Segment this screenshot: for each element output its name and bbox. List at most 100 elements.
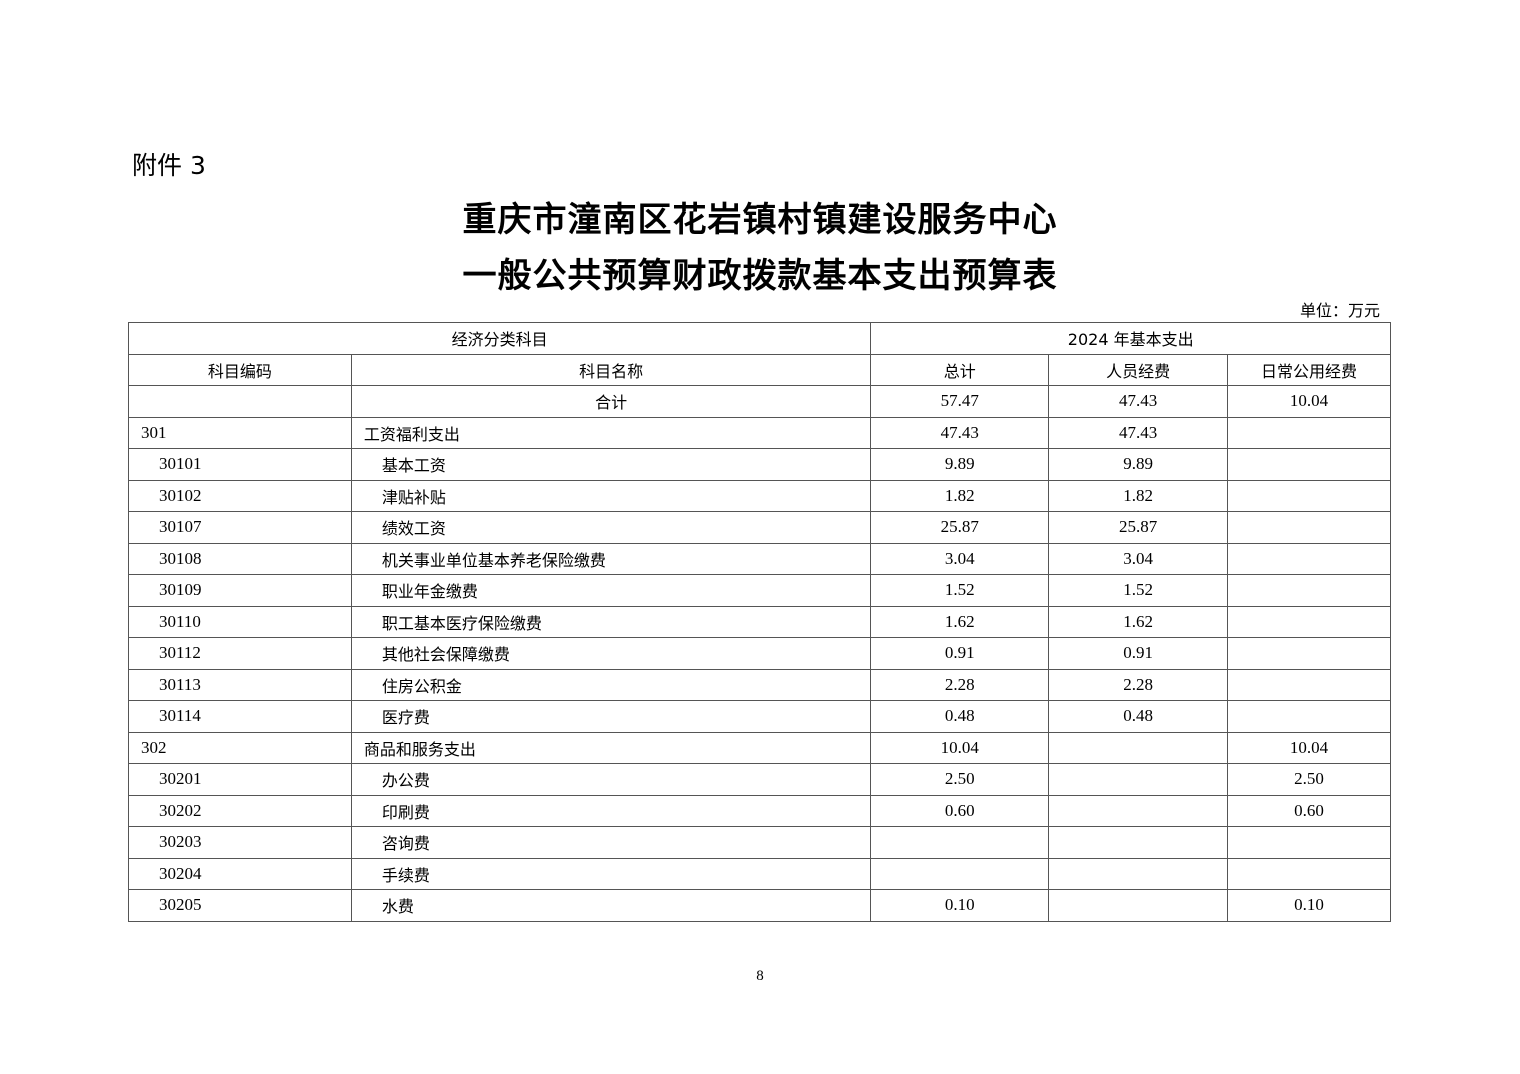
total-name: 合计 — [350, 385, 872, 418]
table-row: 30114 医疗费 0.48 0.48 — [128, 700, 1391, 733]
cell-public — [1227, 574, 1391, 607]
table-row: 30201 办公费 2.50 2.50 — [128, 763, 1391, 796]
cell-name: 咨询费 — [350, 826, 872, 859]
header-total: 总计 — [870, 353, 1050, 386]
cell-name: 津贴补贴 — [350, 479, 872, 512]
table-row: 30203 咨询费 — [128, 826, 1391, 859]
cell-code: 30112 — [128, 637, 352, 670]
cell-code: 30102 — [128, 479, 352, 512]
cell-code: 30205 — [128, 889, 352, 922]
cell-personnel — [1048, 794, 1229, 827]
cell-public — [1227, 605, 1391, 638]
cell-code: 30108 — [128, 542, 352, 575]
cell-public — [1227, 700, 1391, 733]
cell-personnel: 0.48 — [1048, 700, 1229, 733]
cell-public — [1227, 826, 1391, 859]
cell-public — [1227, 448, 1391, 481]
cell-code: 301 — [128, 416, 352, 449]
cell-public — [1227, 542, 1391, 575]
budget-table: 经济分类科目 2024 年基本支出 科目编码 科目名称 总计 人员经费 日常公用… — [127, 322, 1391, 922]
total-personnel: 47.43 — [1048, 385, 1229, 418]
total-total: 57.47 — [870, 385, 1050, 418]
cell-personnel: 47.43 — [1048, 416, 1229, 449]
cell-name: 工资福利支出 — [350, 416, 872, 449]
table-row: 30112 其他社会保障缴费 0.91 0.91 — [128, 637, 1391, 670]
cell-total: 9.89 — [870, 448, 1050, 481]
cell-total: 10.04 — [870, 731, 1050, 764]
cell-name: 机关事业单位基本养老保险缴费 — [350, 542, 872, 575]
cell-name: 医疗费 — [350, 700, 872, 733]
cell-name: 其他社会保障缴费 — [350, 637, 872, 670]
table-row: 30204 手续费 — [128, 857, 1391, 890]
cell-public: 0.10 — [1227, 889, 1391, 922]
cell-code: 30110 — [128, 605, 352, 638]
cell-personnel — [1048, 857, 1229, 890]
cell-name: 职业年金缴费 — [350, 574, 872, 607]
cell-personnel: 3.04 — [1048, 542, 1229, 575]
unit-label: 单位：万元 — [1299, 301, 1380, 320]
document-title-line2: 一般公共预算财政拨款基本支出预算表 — [462, 256, 1058, 296]
cell-total: 2.28 — [870, 668, 1050, 701]
total-public: 10.04 — [1227, 385, 1391, 418]
cell-personnel: 1.82 — [1048, 479, 1229, 512]
cell-public — [1227, 416, 1391, 449]
cell-public: 10.04 — [1227, 731, 1391, 764]
cell-name: 职工基本医疗保险缴费 — [350, 605, 872, 638]
table-row: 30107 绩效工资 25.87 25.87 — [128, 511, 1391, 544]
cell-name: 基本工资 — [350, 448, 872, 481]
cell-total: 0.60 — [870, 794, 1050, 827]
column-header-row: 科目编码 科目名称 总计 人员经费 日常公用经费 — [128, 353, 1391, 386]
header-public: 日常公用经费 — [1227, 353, 1391, 386]
page-number: 8 — [756, 968, 764, 984]
table-row: 301 工资福利支出 47.43 47.43 — [128, 416, 1391, 449]
cell-personnel — [1048, 731, 1229, 764]
header-name: 科目名称 — [350, 353, 872, 386]
attachment-label: 附件 3 — [132, 151, 206, 180]
cell-code: 30204 — [128, 857, 352, 890]
cell-total: 0.10 — [870, 889, 1050, 922]
header-personnel: 人员经费 — [1048, 353, 1229, 386]
cell-personnel: 2.28 — [1048, 668, 1229, 701]
cell-code: 30113 — [128, 668, 352, 701]
cell-code: 30201 — [128, 763, 352, 796]
cell-personnel: 9.89 — [1048, 448, 1229, 481]
cell-name: 办公费 — [350, 763, 872, 796]
header-economic-category: 经济分类科目 — [127, 322, 872, 355]
cell-total: 47.43 — [870, 416, 1050, 449]
total-code — [128, 385, 352, 418]
cell-name: 手续费 — [350, 857, 872, 890]
cell-name: 水费 — [350, 889, 872, 922]
cell-code: 30114 — [128, 700, 352, 733]
cell-public — [1227, 511, 1391, 544]
cell-personnel: 0.91 — [1048, 637, 1229, 670]
cell-name: 绩效工资 — [350, 511, 872, 544]
cell-name: 印刷费 — [350, 794, 872, 827]
total-row: 合计 57.47 47.43 10.04 — [128, 385, 1391, 418]
cell-code: 30202 — [128, 794, 352, 827]
cell-personnel: 1.62 — [1048, 605, 1229, 638]
cell-total: 2.50 — [870, 763, 1050, 796]
cell-name: 住房公积金 — [350, 668, 872, 701]
header-code: 科目编码 — [128, 353, 352, 386]
cell-name: 商品和服务支出 — [350, 731, 872, 764]
table-row: 30101 基本工资 9.89 9.89 — [128, 448, 1391, 481]
cell-public — [1227, 857, 1391, 890]
table-row: 30113 住房公积金 2.28 2.28 — [128, 668, 1391, 701]
cell-code: 30203 — [128, 826, 352, 859]
cell-public: 0.60 — [1227, 794, 1391, 827]
table-row: 30110 职工基本医疗保险缴费 1.62 1.62 — [128, 605, 1391, 638]
cell-total: 25.87 — [870, 511, 1050, 544]
table-row: 30102 津贴补贴 1.82 1.82 — [128, 479, 1391, 512]
cell-total: 3.04 — [870, 542, 1050, 575]
cell-total: 0.91 — [870, 637, 1050, 670]
cell-total — [870, 857, 1050, 890]
table-row: 30108 机关事业单位基本养老保险缴费 3.04 3.04 — [128, 542, 1391, 575]
cell-personnel — [1048, 826, 1229, 859]
cell-code: 302 — [128, 731, 352, 764]
table-row: 30109 职业年金缴费 1.52 1.52 — [128, 574, 1391, 607]
cell-personnel: 1.52 — [1048, 574, 1229, 607]
group-header-row: 经济分类科目 2024 年基本支出 — [127, 322, 1391, 355]
cell-public — [1227, 668, 1391, 701]
header-basic-expenditure: 2024 年基本支出 — [870, 322, 1391, 355]
document-title-line1: 重庆市潼南区花岩镇村镇建设服务中心 — [462, 200, 1058, 240]
